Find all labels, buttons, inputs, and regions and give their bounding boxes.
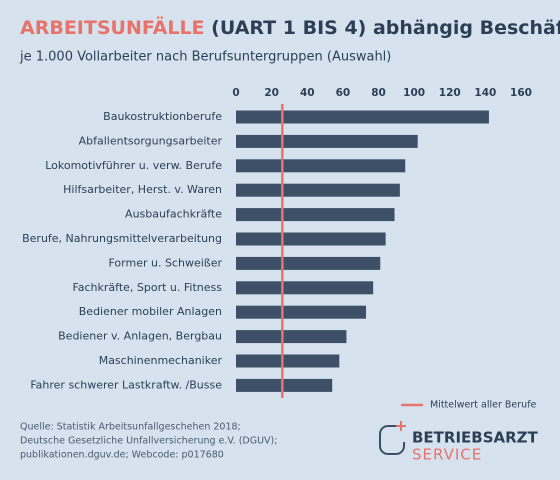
- bar: [236, 232, 386, 246]
- bar: [236, 110, 489, 124]
- category-label: Berufe, Nahrungsmittelverarbeitung: [22, 232, 222, 245]
- category-label: Fachkräfte, Sport u. Fitness: [72, 281, 222, 294]
- bar: [236, 159, 406, 173]
- logo-text: SERVICE: [412, 446, 482, 464]
- bar: [236, 256, 381, 270]
- bar: [236, 378, 333, 392]
- category-label: Bediener v. Anlagen, Bergbau: [58, 330, 222, 343]
- bar: [236, 305, 367, 319]
- bar: [236, 208, 395, 222]
- x-tick-label: 0: [232, 87, 239, 99]
- x-tick-label: 80: [371, 87, 386, 99]
- bar: [236, 281, 374, 295]
- category-label: Lokomotivführer u. verw. Berufe: [45, 159, 222, 172]
- category-label: Baukostruktionberufe: [103, 110, 222, 123]
- x-tick-label: 120: [439, 87, 461, 99]
- source-line: Deutsche Gesetzliche Unfallversicherung …: [20, 436, 277, 447]
- bar: [236, 354, 340, 368]
- bar: [236, 330, 347, 344]
- subtitle: je 1.000 Vollarbeiter nach Berufsuntergr…: [19, 50, 391, 65]
- category-label: Maschinenmechaniker: [99, 354, 223, 367]
- logo-text: BETRIEBSARZT: [412, 429, 539, 447]
- legend-label: Mittelwert aller Berufe: [430, 400, 537, 411]
- title-highlight: ARBEITSUNFÄLLE: [20, 15, 205, 39]
- x-tick-label: 140: [474, 87, 496, 99]
- category-label: Hilfsarbeiter, Herst. v. Waren: [63, 183, 222, 196]
- logo-icon: [379, 425, 405, 455]
- logo-plus: [396, 421, 406, 431]
- x-tick-label: 40: [300, 87, 315, 99]
- category-label: Ausbaufachkräfte: [125, 208, 222, 221]
- logo: [379, 421, 406, 455]
- category-label: Former u. Schweißer: [108, 256, 222, 269]
- category-label: Abfallentsorgungsarbeiter: [79, 134, 223, 147]
- title-rest: (UART 1 BIS 4) abhängig Beschäftigter: [211, 17, 560, 39]
- x-tick-label: 100: [403, 87, 425, 99]
- x-tick-label: 160: [510, 87, 532, 99]
- bar: [236, 134, 418, 148]
- bar: [236, 183, 400, 197]
- source-line: Quelle: Statistik Arbeitsunfallgeschehen…: [20, 422, 241, 433]
- x-tick-label: 60: [336, 87, 351, 99]
- chart-title: ARBEITSUNFÄLLE (UART 1 BIS 4) abhängig B…: [20, 15, 560, 39]
- x-tick-label: 20: [264, 87, 279, 99]
- category-label: Bediener mobiler Anlagen: [79, 305, 222, 318]
- source-line: publikationen.dguv.de; Webcode: p017680: [20, 450, 224, 461]
- category-label: Fahrer schwerer Lastkraftw. /Busse: [30, 378, 222, 391]
